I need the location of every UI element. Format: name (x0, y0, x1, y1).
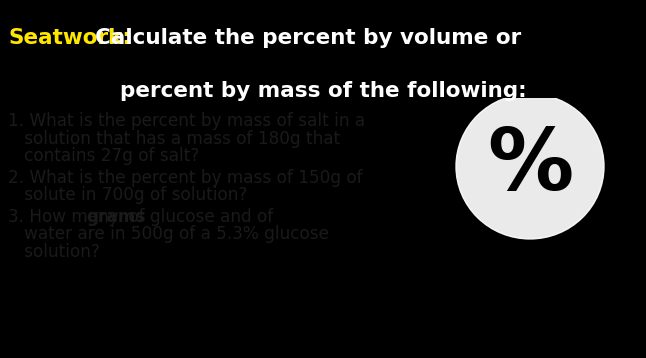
Text: 1. What is the percent by mass of salt in a: 1. What is the percent by mass of salt i… (8, 112, 365, 130)
Text: Calculate the percent by volume or: Calculate the percent by volume or (95, 28, 521, 48)
Text: 2. What is the percent by mass of 150g of: 2. What is the percent by mass of 150g o… (8, 169, 362, 187)
Text: %: % (487, 125, 573, 208)
Text: solution?: solution? (8, 243, 99, 261)
Text: solute in 700g of solution?: solute in 700g of solution? (8, 187, 247, 204)
Text: contains 27g of salt?: contains 27g of salt? (8, 147, 199, 165)
Text: solution that has a mass of 180g that: solution that has a mass of 180g that (8, 130, 340, 148)
Text: grams: grams (87, 208, 146, 226)
Text: 3. How many: 3. How many (8, 208, 124, 226)
Ellipse shape (456, 94, 604, 239)
Text: percent by mass of the following:: percent by mass of the following: (120, 81, 526, 101)
Text: Seatwork:: Seatwork: (8, 28, 131, 48)
Text: water are in 500g of a 5.3% glucose: water are in 500g of a 5.3% glucose (8, 226, 329, 243)
Text: of glucose and of: of glucose and of (123, 208, 273, 226)
